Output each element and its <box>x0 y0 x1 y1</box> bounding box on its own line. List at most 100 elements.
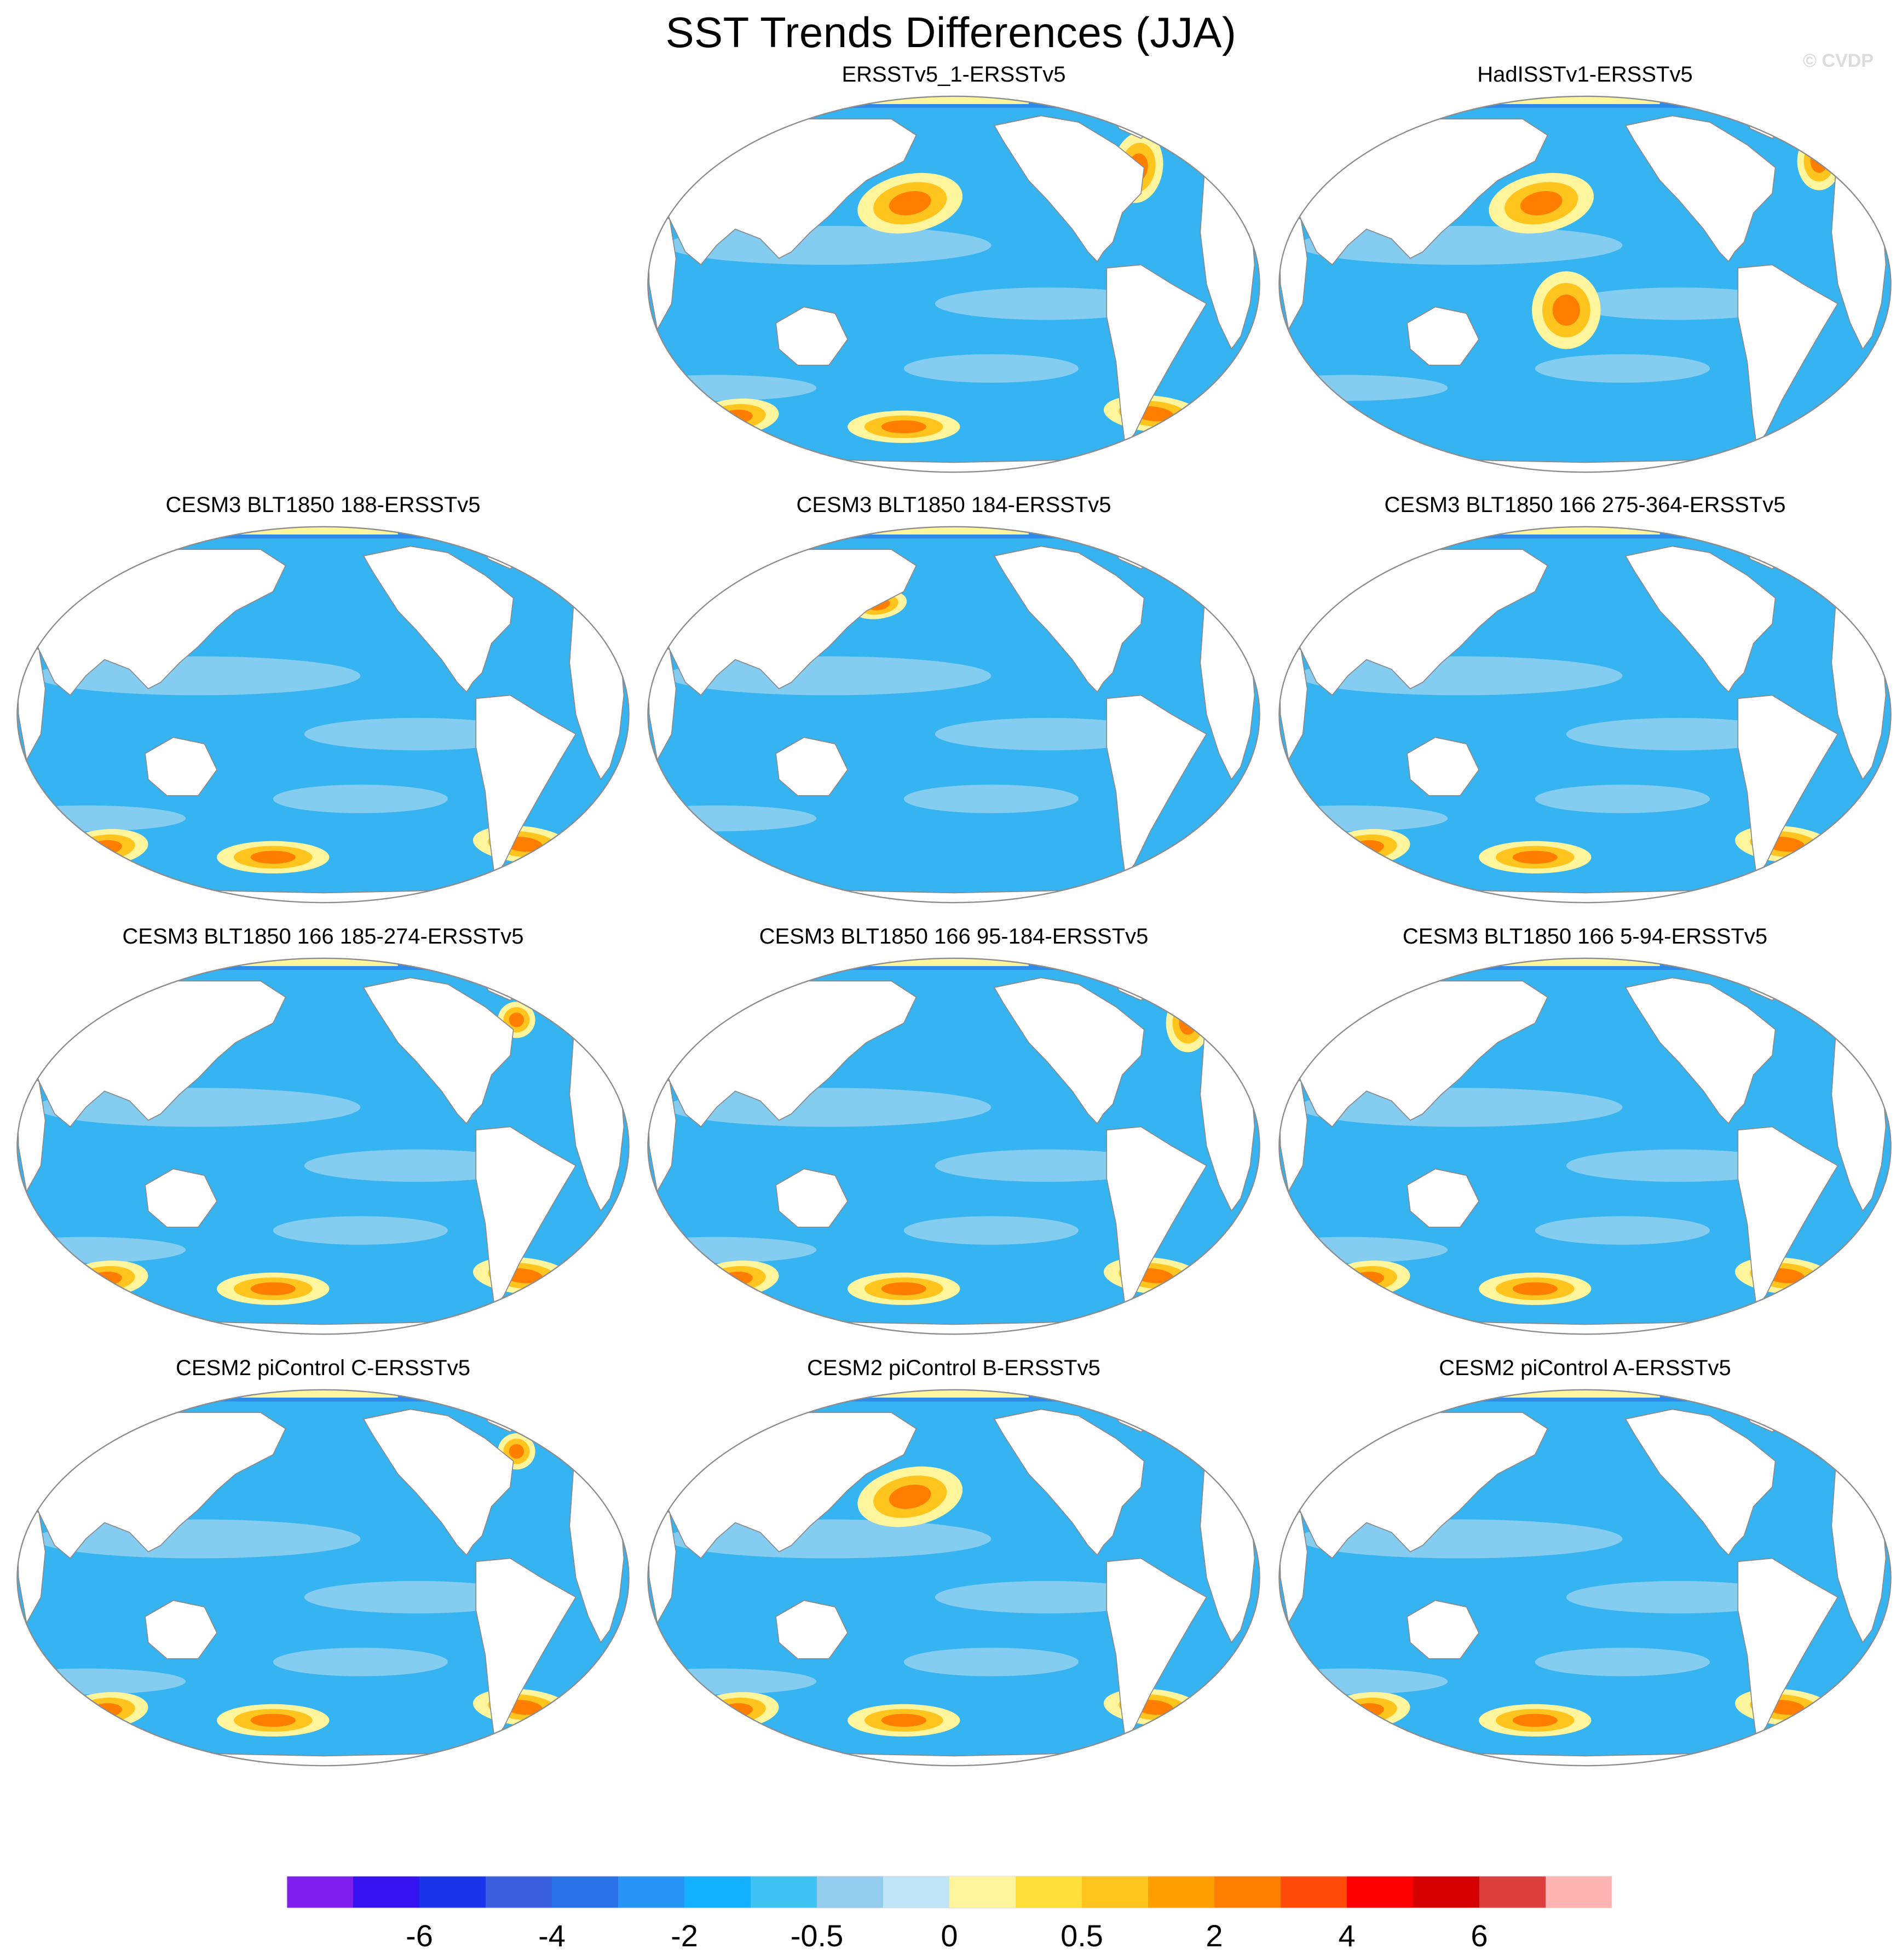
colorbar-box <box>1413 1876 1480 1908</box>
map-outline <box>16 1389 630 1767</box>
warm-anomaly-southern-ocean <box>1512 1282 1558 1296</box>
colorbar-box <box>1281 1876 1347 1908</box>
colorbar-box <box>1016 1876 1082 1908</box>
colorbar-box <box>883 1876 950 1908</box>
colorbar-box <box>419 1876 486 1908</box>
map-p10 <box>647 1389 1260 1767</box>
land-southAmerica <box>1106 1126 1207 1310</box>
cool-anomaly-light <box>1566 1149 1791 1182</box>
land-southAmerica <box>475 1557 577 1741</box>
panel-title: CESM2 piControl B-ERSSTv5 <box>807 1356 1100 1380</box>
map-panel-p1: ERSSTv5_1-ERSSTv5 <box>642 61 1266 488</box>
panel-title: CESM3 BLT1850 166 275-364-ERSSTv5 <box>1384 493 1786 517</box>
colorbar-box <box>684 1876 751 1908</box>
cool-anomaly-light <box>273 784 448 813</box>
cool-anomaly-light <box>36 656 361 696</box>
panel-title: CESM3 BLT1850 188-ERSSTv5 <box>165 493 481 517</box>
land-northAmerica <box>1624 977 1776 1124</box>
cool-anomaly-light <box>935 1149 1160 1182</box>
cool-anomaly-light <box>304 1580 529 1614</box>
colorbar-box <box>751 1876 817 1908</box>
cool-anomaly-light <box>1566 717 1791 751</box>
colorbar-box <box>552 1876 619 1908</box>
colorbar-tick-label: 2 <box>1206 1918 1223 1953</box>
map-outline <box>1278 1389 1892 1767</box>
map-p2 <box>1278 95 1892 473</box>
land-northAmerica <box>993 977 1145 1124</box>
colorbar-tick-label: -4 <box>538 1918 566 1953</box>
colorbar-box <box>949 1876 1016 1908</box>
land-australia <box>775 1600 849 1659</box>
colorbar-tick-label: 0 <box>941 1918 958 1953</box>
land-southAmerica <box>1737 694 1838 878</box>
colorbar-tick-label: -2 <box>671 1918 698 1953</box>
colorbar-box <box>1148 1876 1215 1908</box>
warm-anomaly-southern-ocean <box>881 1282 926 1296</box>
panel-title: CESM2 piControl A-ERSSTv5 <box>1439 1356 1731 1380</box>
cool-anomaly-light <box>935 1580 1160 1614</box>
land-australia <box>145 1600 218 1659</box>
cool-anomaly-light <box>1535 354 1710 383</box>
warm-anomaly-labrador-sea <box>509 1444 525 1459</box>
warm-anomaly-north-atlantic <box>1172 1002 1203 1044</box>
warm-anomaly-southern-ocean <box>250 850 296 864</box>
map-panel-p11: CESM2 piControl A-ERSSTv5 <box>1273 1355 1897 1782</box>
map-p8 <box>1278 957 1892 1335</box>
colorbar-box <box>817 1876 884 1908</box>
map-p5 <box>1278 526 1892 904</box>
land-northAmerica <box>993 115 1145 262</box>
cool-anomaly-light <box>935 717 1160 751</box>
warm-anomaly-southern-ocean <box>250 1282 296 1296</box>
cool-anomaly-light <box>273 1647 448 1676</box>
map-panel-p9: CESM2 piControl C-ERSSTv5 <box>11 1355 635 1782</box>
warm-anomaly-north-pacific <box>889 1484 931 1509</box>
warm-anomaly-north-pacific <box>1520 191 1563 216</box>
cvdp-watermark: © CVDP <box>1803 50 1874 71</box>
map-outline <box>1278 957 1892 1335</box>
map-outline <box>1278 95 1892 473</box>
warm-anomaly-southern-ocean <box>881 420 926 434</box>
map-outline <box>647 1389 1260 1767</box>
panel-title: CESM3 BLT1850 166 185-274-ERSSTv5 <box>122 924 524 949</box>
map-p7 <box>647 957 1260 1335</box>
map-outline <box>1278 526 1892 904</box>
land-australia <box>1407 1168 1480 1228</box>
land-northAmerica <box>362 1409 514 1556</box>
land-northAmerica <box>993 1409 1145 1556</box>
warm-anomaly-north-atlantic <box>1803 140 1835 182</box>
land-australia <box>775 306 849 366</box>
warm-anomaly-southern-ocean <box>1512 850 1558 864</box>
cool-anomaly-light <box>1298 1088 1623 1127</box>
panel-title: CESM2 piControl C-ERSSTv5 <box>176 1356 470 1380</box>
land-australia <box>145 1168 218 1228</box>
cool-anomaly-light <box>1535 1216 1710 1245</box>
panel-title: HadISSTv1-ERSSTv5 <box>1477 62 1693 87</box>
land-southAmerica <box>1106 1557 1207 1741</box>
land-australia <box>1407 737 1480 796</box>
cool-anomaly-light <box>304 1149 529 1182</box>
land-southAmerica <box>1737 1557 1838 1741</box>
map-p9 <box>16 1389 630 1767</box>
cool-anomaly-light <box>666 226 992 265</box>
cool-anomaly-light <box>36 1519 361 1559</box>
warm-anomaly-central-south-pacific <box>1552 294 1580 326</box>
cool-anomaly-light <box>1298 226 1623 265</box>
colorbar-tick-label: 0.5 <box>1060 1918 1103 1953</box>
colorbar-box <box>1546 1876 1612 1908</box>
colorbar-box <box>287 1876 354 1908</box>
colorbar-box <box>353 1876 420 1908</box>
warm-anomaly-north-pacific <box>889 191 931 216</box>
cool-anomaly-light <box>1298 1519 1623 1559</box>
land-southAmerica <box>475 694 577 878</box>
land-northAmerica <box>1624 545 1776 693</box>
map-panel-p5: CESM3 BLT1850 166 275-364-ERSSTv5 <box>1273 492 1897 919</box>
land-australia <box>775 737 849 796</box>
warm-anomaly-southern-ocean <box>881 1714 926 1727</box>
colorbar-tick-label: -0.5 <box>791 1918 844 1953</box>
map-panel-p6: CESM3 BLT1850 166 185-274-ERSSTv5 <box>11 923 635 1350</box>
cool-anomaly-light <box>36 1088 361 1127</box>
land-australia <box>775 1168 849 1228</box>
colorbar-box <box>486 1876 552 1908</box>
cool-anomaly-light <box>666 656 992 696</box>
colorbar-tick-label: 4 <box>1338 1918 1355 1953</box>
